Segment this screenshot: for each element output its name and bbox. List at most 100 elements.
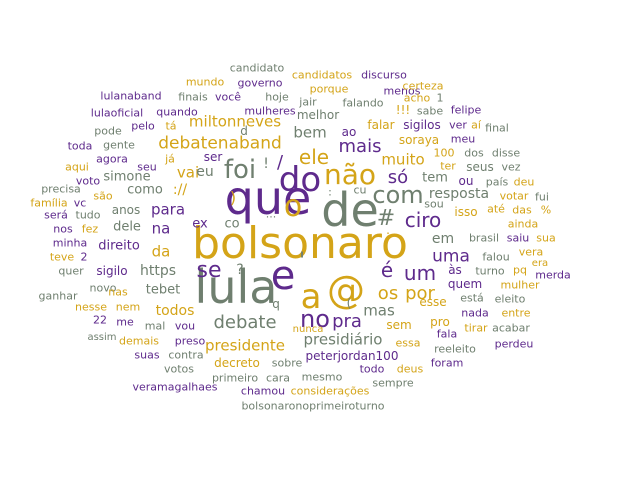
- word-e: e: [270, 253, 296, 299]
- word-o: o: [283, 189, 303, 224]
- word-das: das: [512, 203, 532, 217]
- word-sabe: sabe: [416, 104, 444, 118]
- word-https: https: [139, 263, 177, 279]
- word-lulaoficial: lulaoficial: [90, 106, 144, 120]
- word-demais: demais: [119, 334, 159, 348]
- word-at: @: [327, 268, 365, 312]
- word-final: final: [485, 121, 509, 135]
- word-mundo: mundo: [185, 75, 225, 89]
- word-ellipsis: ...: [265, 207, 277, 221]
- word-primeiro: primeiro: [211, 371, 259, 385]
- word-pro: pro: [430, 315, 450, 329]
- word-tudo: tudo: [75, 208, 101, 222]
- word-percent: %: [540, 203, 552, 217]
- word-porque: porque: [309, 82, 349, 96]
- word-uma: uma: [432, 246, 470, 267]
- word-peterjordan100: peterjordan100: [305, 349, 399, 363]
- word-era: era: [531, 258, 549, 269]
- word-brasil: brasil: [468, 231, 500, 245]
- word-hoje: hoje: [265, 90, 289, 104]
- word-22: 22: [93, 313, 107, 327]
- word-meu: meu: [450, 132, 476, 146]
- word-e-acento: é: [380, 258, 394, 282]
- word-todo: todo: [359, 362, 385, 376]
- word-quer: quer: [58, 264, 84, 278]
- word-votar: votar: [499, 189, 529, 203]
- word-turno: turno: [475, 264, 505, 278]
- word-resposta: resposta: [428, 186, 490, 202]
- word-da: da: [151, 242, 171, 261]
- word-colon-slash: ://: [172, 182, 188, 198]
- word-hash: #: [376, 206, 396, 231]
- word-miltonneves: miltonneves: [188, 112, 282, 131]
- word-slash: /: [276, 152, 284, 173]
- word-open-paren: (: [346, 296, 352, 310]
- word-debate: debate: [213, 312, 277, 333]
- word-na: na: [151, 219, 171, 238]
- word-deu: deu: [513, 175, 535, 189]
- word-close-paren: ): [229, 188, 237, 207]
- word-gente: gente: [103, 138, 135, 152]
- word-falar: falar: [367, 118, 395, 132]
- word-novo: novo: [89, 281, 117, 295]
- word-cu: cu: [353, 183, 367, 197]
- word-nos: nos: [53, 222, 73, 236]
- word-falando: falando: [342, 96, 384, 110]
- word-nao: não: [323, 158, 377, 191]
- word-a: a: [300, 277, 322, 317]
- word-pais: país: [485, 175, 509, 189]
- word-aqui: aqui: [65, 160, 89, 174]
- word-presidiario: presidiário: [303, 330, 383, 349]
- word-fez: fez: [81, 222, 99, 236]
- word-em: em: [431, 231, 455, 247]
- word-sobre: sobre: [271, 356, 303, 370]
- word-contra: contra: [168, 348, 204, 362]
- word-presidente: presidente: [205, 336, 285, 355]
- word-veramagalhaes: veramagalhaes: [132, 380, 218, 394]
- word-soraya: soraya: [398, 133, 440, 147]
- word-entre: entre: [501, 306, 531, 320]
- word-candidatos: candidatos: [291, 68, 353, 82]
- word-de: de: [321, 183, 379, 237]
- word-2: 2: [80, 250, 88, 264]
- word-so: só: [387, 167, 409, 188]
- word-bolsonaro: bolsonaro: [192, 218, 408, 269]
- word-preso: preso: [174, 334, 206, 348]
- word-reeleito: reeleito: [434, 342, 476, 356]
- word-familia: família: [30, 196, 68, 210]
- word-foram: foram: [430, 356, 464, 370]
- word-ta: tá: [165, 119, 177, 133]
- word-as: às: [448, 263, 462, 277]
- word-lulanaband: lulanaband: [100, 89, 162, 103]
- word-no: no: [300, 305, 330, 333]
- word-do: do: [278, 160, 322, 200]
- word-muito: muito: [381, 150, 425, 169]
- word-voce: você: [214, 90, 242, 104]
- word-fala: fala: [436, 327, 458, 341]
- word-ter: ter: [440, 159, 456, 173]
- word-apostrophe: ': [298, 249, 306, 274]
- word-sera: será: [44, 208, 68, 222]
- word-como: como: [127, 182, 163, 198]
- word-foi: foi: [223, 155, 257, 185]
- word-perdeu: perdeu: [494, 337, 534, 351]
- word-bang: !: [263, 156, 269, 172]
- word-mesmo: mesmo: [301, 370, 343, 384]
- word-assim: assim: [87, 332, 117, 343]
- word-quem: quem: [447, 277, 483, 291]
- word-ai: aí: [471, 118, 481, 132]
- word-para: para: [150, 200, 186, 219]
- word-governo: governo: [237, 76, 283, 90]
- word-seu: seu: [137, 160, 157, 174]
- word-saiu: saiu: [506, 231, 530, 245]
- word-vez: vez: [501, 160, 521, 174]
- word-felipe: felipe: [450, 103, 482, 117]
- word-nesse: nesse: [75, 300, 107, 314]
- word-acabar: acabar: [492, 321, 530, 335]
- word-votos: votos: [163, 362, 195, 376]
- word-lula: lula: [194, 260, 278, 314]
- word-100: 100: [433, 146, 455, 160]
- word-ver: ver: [449, 118, 467, 132]
- word-tebet: tebet: [145, 282, 181, 298]
